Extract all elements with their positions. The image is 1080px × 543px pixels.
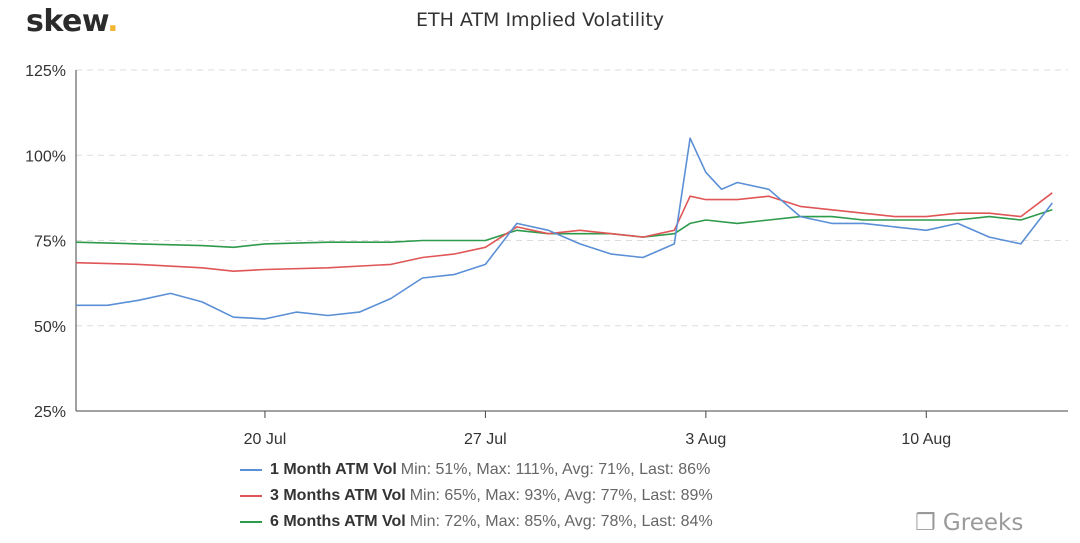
y-tick-label: 100% [25, 148, 66, 165]
legend-swatch-6m [240, 521, 262, 523]
series-line-1m [76, 137, 1053, 320]
legend-label-3m: 3 Months ATM Vol [270, 487, 406, 504]
series-lines [75, 137, 1053, 320]
legend-item-1m[interactable]: 1 Month ATM Vol Min: 51%, Max: 111%, Avg… [240, 457, 713, 483]
skew-logo: skew. [26, 4, 119, 39]
y-tick-label: 50% [34, 319, 66, 336]
y-tick-label: 25% [34, 404, 66, 421]
x-tick-label: 3 Aug [685, 431, 726, 448]
brand-dot: . [107, 4, 119, 39]
axes: 25% 50% 75% 100% 125% 20 Jul 27 Jul 3 Aug 10 Aug [25, 63, 1068, 448]
legend-stats-1m: Min: 51%, Max: 111%, Avg: 71%, Last: 86% [400, 461, 711, 478]
x-tick-label: 10 Aug [901, 431, 951, 448]
legend-swatch-1m [240, 469, 262, 471]
y-tick-label: 75% [34, 234, 66, 251]
chart-legend: 1 Month ATM Vol Min: 51%, Max: 111%, Avg… [240, 457, 713, 535]
legend-label-1m: 1 Month ATM Vol [270, 461, 397, 478]
grid-lines [76, 69, 1068, 327]
legend-swatch-3m [240, 495, 262, 497]
y-tick-label: 125% [25, 63, 66, 80]
legend-item-3m[interactable]: 3 Months ATM Vol Min: 65%, Max: 93%, Avg… [240, 483, 713, 509]
x-tick-label: 27 Jul [464, 431, 507, 448]
legend-label-6m: 6 Months ATM Vol [270, 513, 406, 530]
greeks-watermark: ❒ Greeks [915, 510, 1024, 536]
x-tick-label: 20 Jul [244, 431, 287, 448]
legend-item-6m[interactable]: 6 Months ATM Vol Min: 72%, Max: 85%, Avg… [240, 509, 713, 535]
legend-stats-6m: Min: 72%, Max: 85%, Avg: 78%, Last: 84% [409, 513, 713, 530]
legend-stats-3m: Min: 65%, Max: 93%, Avg: 77%, Last: 89% [409, 487, 713, 504]
chart-title: ETH ATM Implied Volatility [415, 9, 665, 31]
series-line-3m [75, 192, 1053, 273]
brand-name: skew [26, 4, 108, 39]
